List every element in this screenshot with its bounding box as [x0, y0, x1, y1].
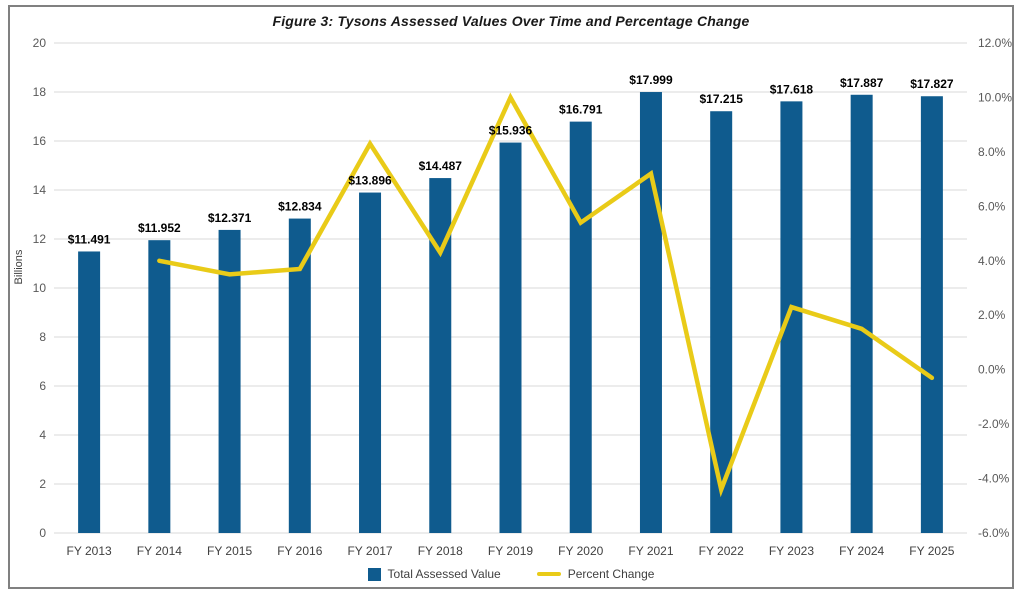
- bar-value-label: $17.999: [629, 73, 673, 87]
- left-axis-tick-label: 18: [33, 85, 47, 99]
- x-axis-tick-label: FY 2025: [909, 544, 954, 558]
- x-axis-tick-label: FY 2023: [769, 544, 814, 558]
- bar-fy-2013: [78, 251, 101, 533]
- bar-fy-2014: [148, 240, 171, 533]
- left-axis-tick-label: 2: [39, 477, 46, 491]
- bar-value-label: $12.834: [278, 200, 322, 214]
- bar-value-label: $12.371: [208, 211, 252, 225]
- right-axis-tick-label: 12.0%: [978, 36, 1012, 50]
- chart-canvas: 0 2 4 6 8 10 12 14 16 18 20 -6.0% -4.0% -2.0% 0.0% 2.0%…: [33, 36, 1013, 558]
- left-axis-tick-label: 14: [33, 183, 47, 197]
- legend: Total Assessed Value Percent Change: [10, 567, 1012, 581]
- bar-value-label: $17.887: [840, 76, 884, 90]
- x-axis-tick-label: FY 2017: [347, 544, 392, 558]
- legend-label-percent-change: Percent Change: [567, 567, 655, 581]
- x-axis-tick-label: FY 2022: [699, 544, 744, 558]
- bar-fy-2025: [920, 96, 943, 534]
- bar-value-label: $16.791: [559, 103, 603, 117]
- bar-fy-2019: [499, 142, 522, 533]
- left-axis-tick-label: 12: [33, 232, 47, 246]
- right-axis-tick-label: 10.0%: [978, 90, 1012, 104]
- right-axis-tick-label: -6.0%: [978, 526, 1010, 540]
- bar-value-label: $13.896: [348, 174, 392, 188]
- bar-value-label: $11.491: [68, 232, 111, 246]
- left-axis-tick-label: 20: [33, 36, 47, 50]
- bar-value-label: $17.618: [770, 82, 814, 96]
- legend-label-total-assessed-value: Total Assessed Value: [387, 567, 501, 581]
- bar-fy-2018: [429, 178, 452, 534]
- right-axis-tick-label: 2.0%: [978, 308, 1006, 322]
- legend-item-percent-change: Percent Change: [536, 567, 655, 581]
- x-axis-tick-label: FY 2020: [558, 544, 603, 558]
- left-axis-tick-label: 6: [39, 379, 46, 393]
- right-axis-tick-label: -2.0%: [978, 417, 1010, 431]
- x-axis-tick-label: FY 2018: [418, 544, 463, 558]
- x-axis-tick-label: FY 2024: [839, 544, 884, 558]
- right-axis-tick-label: 0.0%: [978, 363, 1006, 377]
- left-axis-tick-label: 10: [33, 281, 47, 295]
- legend-item-total-assessed-value: Total Assessed Value: [367, 567, 501, 581]
- left-axis-tick-label: 4: [39, 428, 46, 442]
- bar-value-label: $11.952: [138, 221, 181, 235]
- bar-fy-2016: [288, 218, 311, 533]
- left-axis-tick-label: 16: [33, 134, 47, 148]
- right-axis-tick-label: -4.0%: [978, 472, 1010, 486]
- left-axis-tick-label: 8: [39, 330, 46, 344]
- chart-figure: Figure 3: Tysons Assessed Values Over Ti…: [8, 5, 1014, 589]
- bar-fy-2020: [569, 121, 592, 534]
- chart-title: Figure 3: Tysons Assessed Values Over Ti…: [272, 13, 750, 29]
- percent-change-line: [157, 92, 935, 498]
- bar-fy-2017: [359, 192, 382, 533]
- bar-fy-2015: [218, 229, 241, 533]
- x-axis-tick-label: FY 2014: [137, 544, 182, 558]
- legend-line-swatch-icon: [536, 572, 561, 576]
- x-axis-tick-label: FY 2016: [277, 544, 322, 558]
- bar-fy-2024: [850, 94, 873, 534]
- bar-fy-2022: [710, 111, 733, 534]
- bar-value-label: $15.936: [489, 124, 533, 138]
- x-axis-tick-label: FY 2021: [628, 544, 673, 558]
- right-axis-tick-label: 8.0%: [978, 145, 1006, 159]
- x-axis-tick-label: FY 2019: [488, 544, 533, 558]
- legend-bar-swatch-icon: [367, 567, 381, 581]
- x-axis-tick-label: FY 2015: [207, 544, 252, 558]
- bar-fy-2023: [780, 101, 803, 533]
- bar-value-label: $17.827: [910, 77, 954, 91]
- bar-fy-2021: [639, 92, 662, 533]
- bar-value-label: $14.487: [419, 159, 463, 173]
- bar-value-label: $17.215: [699, 92, 743, 106]
- x-axis-tick-label: FY 2013: [67, 544, 112, 558]
- right-axis-tick-label: 6.0%: [978, 199, 1006, 213]
- left-axis-tick-label: 0: [39, 526, 46, 540]
- right-axis-tick-label: 4.0%: [978, 254, 1006, 268]
